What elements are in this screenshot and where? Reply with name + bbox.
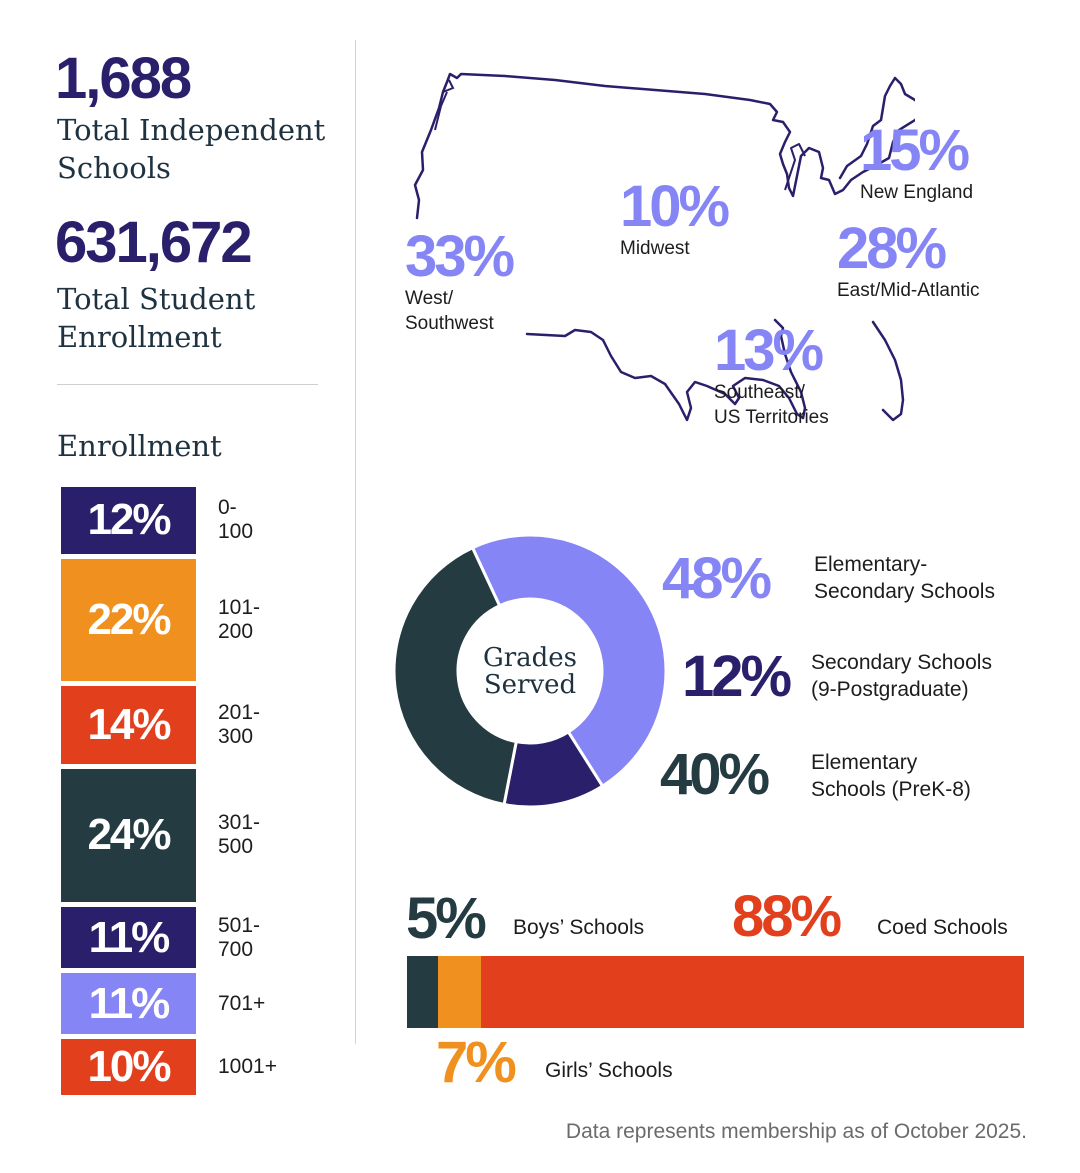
vertical-divider [355,40,356,1044]
coed-segment [481,956,1024,1028]
map-region-label-line2: Southwest [405,313,494,334]
total-enrollment-value: 631,672 [55,210,253,275]
total-schools-value: 1,688 [55,46,192,111]
grades-label-line2: Secondary Schools [814,580,995,603]
map-region-midwest: 10% Midwest [620,174,730,261]
total-schools-label: Total Independent Schools [57,111,325,187]
enrollment-bar-501-700: 11% [61,907,196,969]
enrollment-category-label: 1001+ [218,1055,277,1079]
total-schools-label-line1: Total Independent [57,113,326,147]
grades-label-line1: Secondary Schools [811,651,992,674]
total-enrollment-label: Total Student Enrollment [57,280,255,356]
grades-served-donut [392,533,668,809]
enrollment-category-label: 201-300 [218,700,261,748]
boys-label: Boys’ Schools [513,916,645,939]
coed-label: Coed Schools [877,916,1008,939]
map-region-east: 28% East/Mid-Atlantic [837,220,980,303]
enrollment-bar-1001+: 10% [61,1039,196,1095]
footnote: Data represents membership as of October… [565,1120,1027,1143]
grades-pct-elem-sec: 48% [662,546,772,611]
map-region-label-line2: US Territories [714,407,829,428]
enrollment-bar-301-500: 24% [61,768,196,903]
grades-label-line2: (9-Postgraduate) [811,678,969,701]
grades-pct-secondary: 12% [682,644,792,709]
grades-served-title: Grades Served [450,645,610,699]
map-region-pct: 13% [714,318,824,383]
enrollment-bar-701+: 11% [61,973,196,1035]
map-region-label-line1: Southeast/ [714,382,805,403]
boys-pct: 5% [406,886,487,951]
map-region-west: 33% West/ Southwest [405,224,515,336]
map-region-pct: 10% [620,174,730,239]
map-region-southeast: 13% Southeast/ US Territories [714,322,829,430]
grades-label-elem-sec: Elementary- Secondary Schools [814,551,995,605]
total-enrollment-label-line2: Enrollment [57,320,222,354]
total-enrollment-label-line1: Total Student [57,282,256,316]
grades-served-title-line1: Grades [482,643,578,673]
enrollment-category-label: 301-500 [218,811,261,859]
map-region-label-line1: West/ [405,288,454,309]
enrollment-category-label: 701+ [218,991,266,1015]
grades-label-secondary: Secondary Schools (9-Postgraduate) [811,649,992,703]
girls-label: Girls’ Schools [545,1059,673,1082]
map-region-label-line1: New England [860,182,974,203]
us-map-icon [413,72,915,422]
enrollment-bar-101-200: 22% [61,558,196,681]
coed-pct: 88% [732,884,842,949]
donut-slice-2 [392,545,519,807]
map-region-pct: 28% [837,216,947,281]
girls-segment [437,956,482,1028]
school-type-bar [407,956,1024,1028]
donut-slice-0 [470,533,668,789]
enrollment-bar-0-100: 12% [61,487,196,554]
enrollment-bar-201-300: 14% [61,685,196,764]
grades-pct-elementary: 40% [660,742,770,807]
grades-label-line1: Elementary- [814,553,928,576]
grades-label-elementary: Elementary Schools (PreK-8) [811,749,971,803]
map-region-pct: 15% [860,118,970,183]
girls-pct: 7% [436,1030,517,1095]
enrollment-chart-title: Enrollment [57,429,222,463]
enrollment-category-label: 0-100 [218,496,254,544]
boys-segment [407,956,438,1028]
total-schools-label-line2: Schools [57,151,171,185]
grades-label-line2: Schools (PreK-8) [811,778,971,801]
map-region-pct: 33% [405,224,515,289]
grades-label-line1: Elementary [811,751,918,774]
enrollment-category-label: 501-700 [218,913,261,961]
map-region-new-england: 15% New England [860,122,973,205]
enrollment-category-label: 101-200 [218,595,261,643]
map-region-label-line1: Midwest [620,238,690,259]
horizontal-divider [57,384,318,385]
map-region-label-line1: East/Mid-Atlantic [837,280,980,301]
grades-served-title-line2: Served [483,670,577,700]
